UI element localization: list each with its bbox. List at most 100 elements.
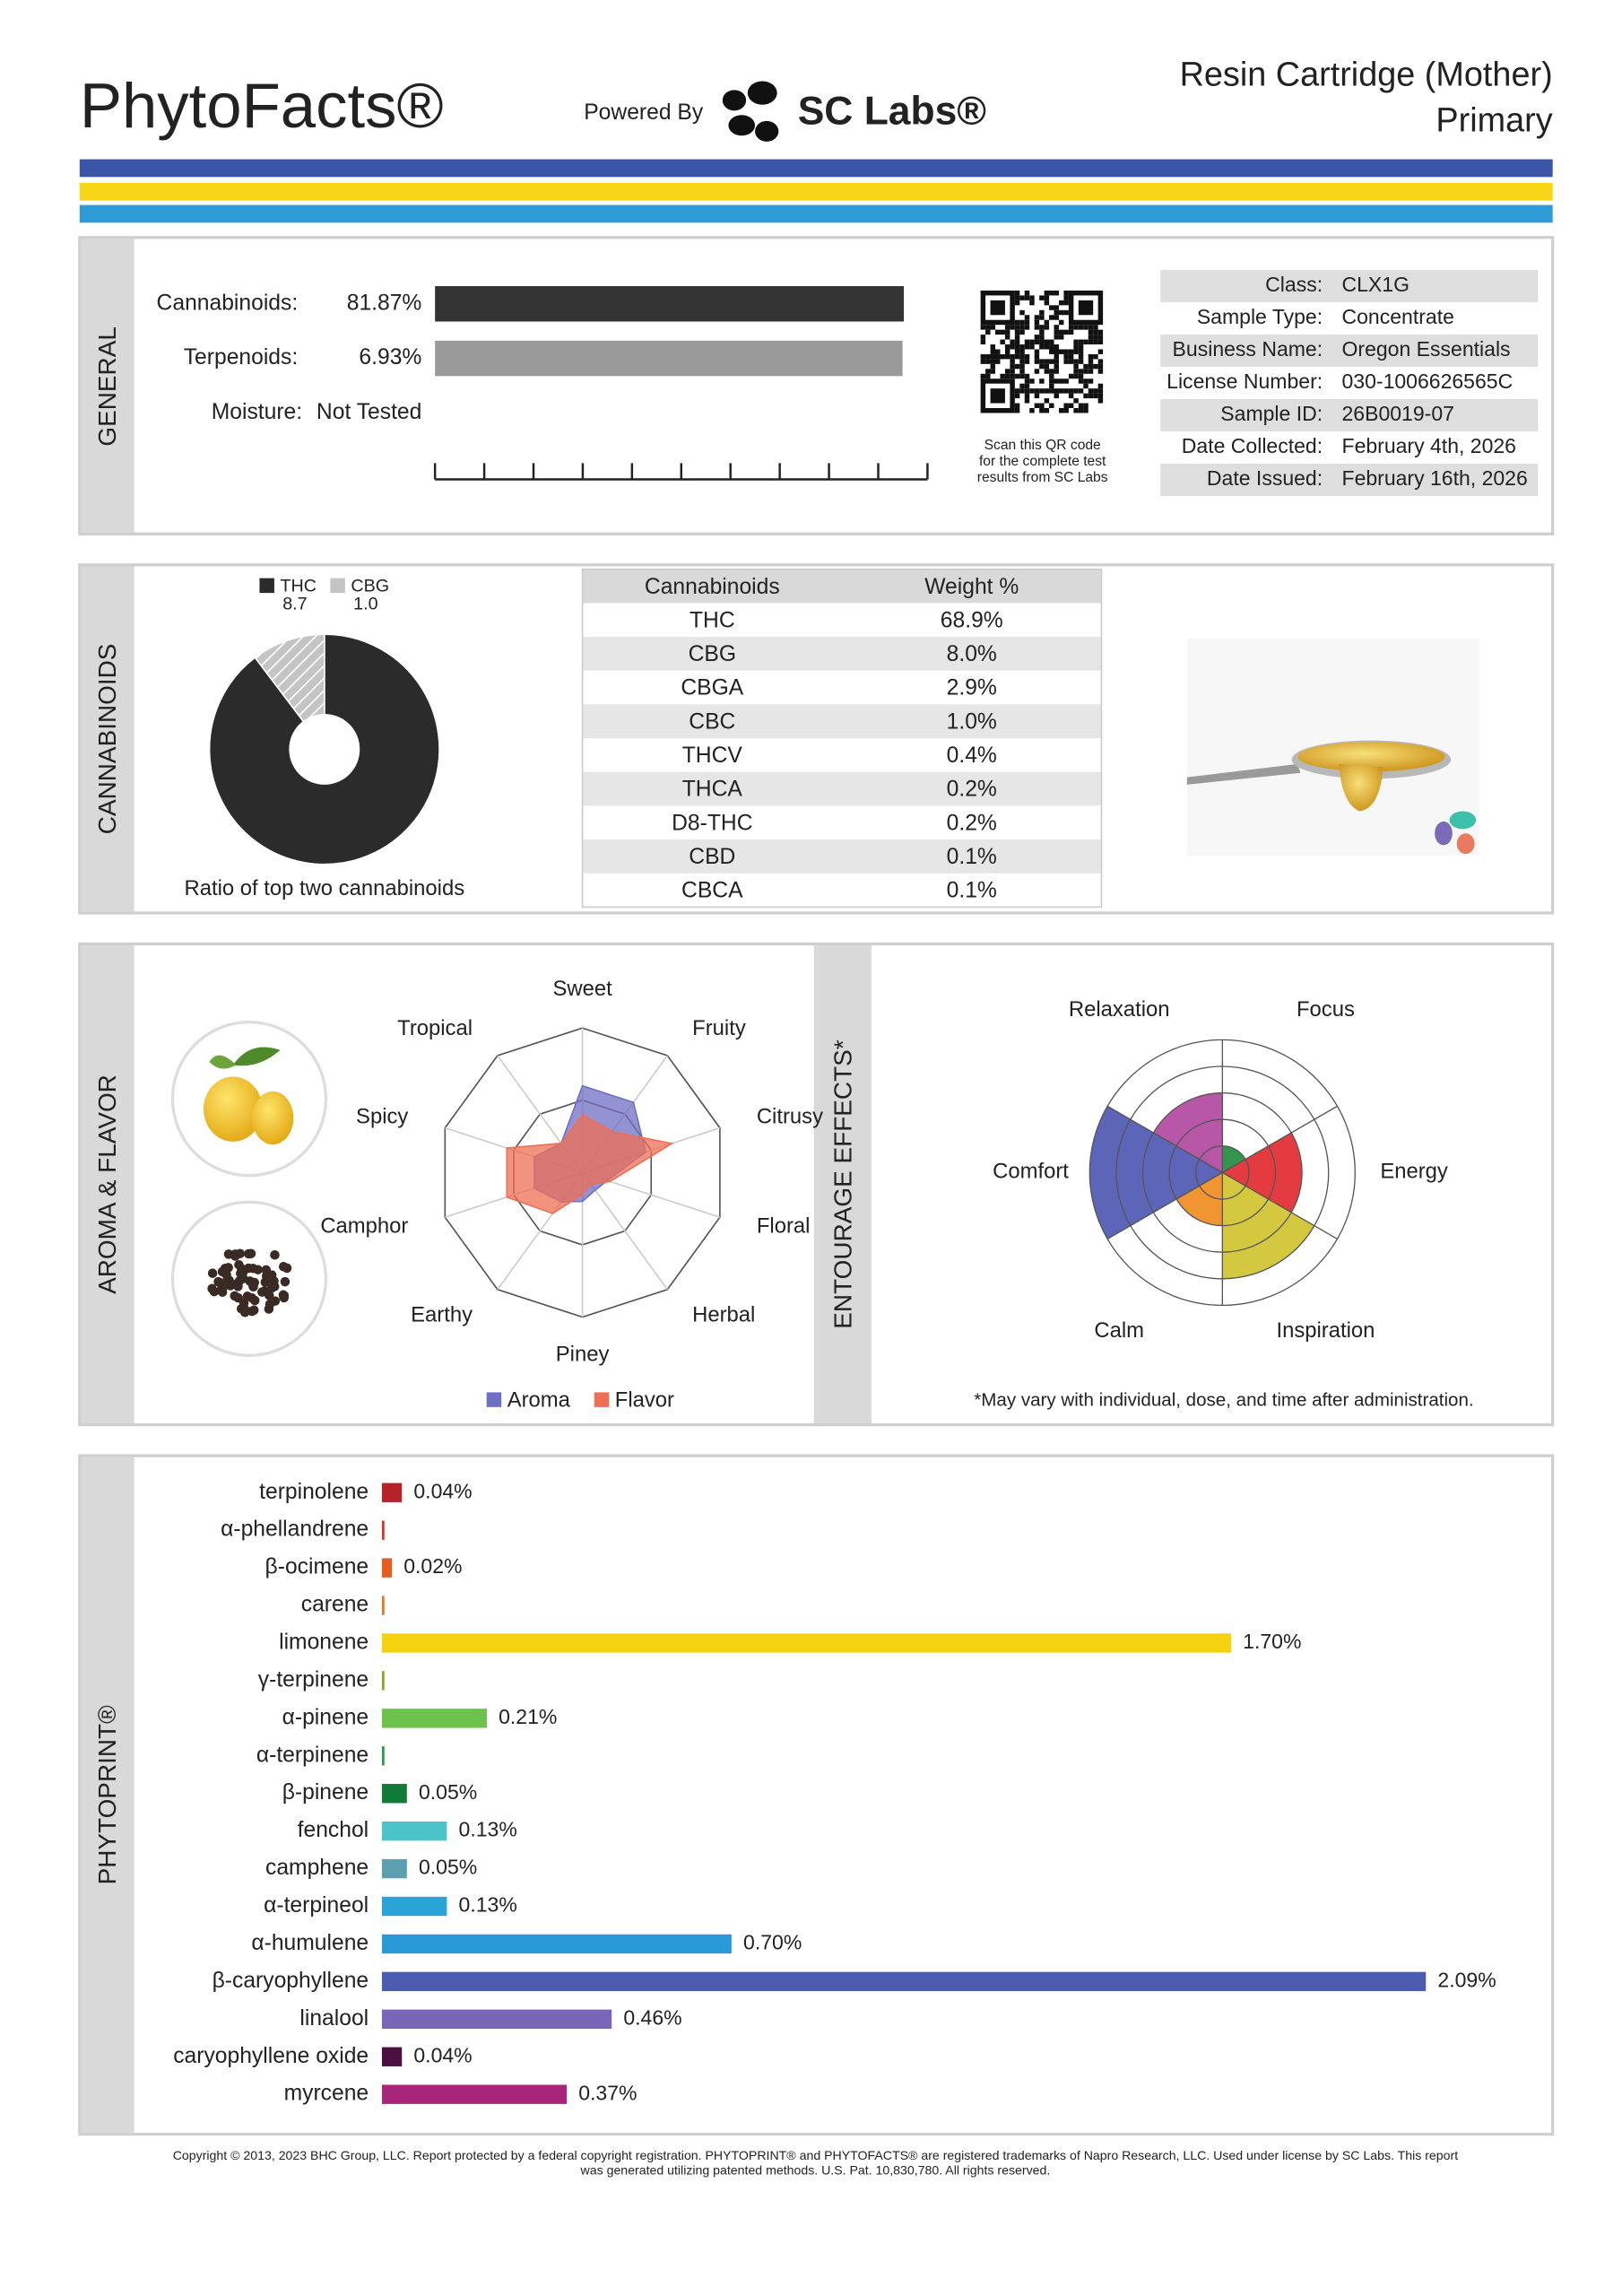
qr-module [1014, 335, 1020, 340]
legend-value: 1.0 [353, 594, 377, 613]
qr-module [1058, 319, 1064, 326]
info-key: Business Name: [1173, 337, 1323, 361]
polar-spoke [1221, 1171, 1338, 1239]
section-label: AROMA & FLAVOR [93, 1074, 121, 1294]
table-row-bg [582, 771, 1102, 806]
qr-module [985, 373, 991, 379]
terpene-name: γ-terpinene [258, 1667, 369, 1692]
product: Resin Cartridge (Mother) [1180, 56, 1553, 93]
legend-swatch [259, 578, 274, 594]
radar-axis-label: Camphor [320, 1214, 408, 1239]
qr-module [1044, 325, 1050, 330]
qr-module [1024, 290, 1030, 296]
qr-module [1019, 349, 1025, 354]
qr-module [1093, 388, 1098, 394]
qr-module [1054, 378, 1059, 384]
qr-module [1078, 349, 1084, 354]
terpene-bar [381, 1934, 732, 1954]
qr-finder [990, 388, 1005, 404]
qr-module [1034, 388, 1040, 394]
section-label: PHYTOPRINT® [93, 1705, 121, 1885]
polar-label: Comfort [993, 1160, 1069, 1184]
polar-label: Calm [1094, 1318, 1144, 1343]
info-row-bg [1160, 269, 1539, 302]
qr-module [1014, 344, 1020, 350]
qr-module [1010, 325, 1015, 330]
legend-swatch [486, 1392, 502, 1407]
terpene-name: β-pinene [282, 1780, 369, 1805]
qr-module [985, 325, 991, 330]
qr-finder [980, 378, 1015, 413]
qr-module [1088, 335, 1094, 340]
peppercorn [270, 1296, 281, 1306]
terpene-name: terpinolene [259, 1480, 369, 1504]
metric-name: Cannabinoids: [157, 291, 299, 315]
qr-module [985, 329, 991, 335]
qr-caption: for the complete test [979, 454, 1106, 469]
qr-module [1049, 403, 1054, 409]
terpene-value: 0.70% [743, 1931, 802, 1954]
qr-module [1063, 403, 1069, 409]
qr-module [1004, 329, 1010, 335]
qr-module [1073, 339, 1079, 345]
terpene-bar [381, 1971, 1427, 1992]
info-key: License Number: [1167, 370, 1323, 393]
terpene-name: α-terpinene [256, 1743, 369, 1767]
qr-module [1054, 329, 1059, 335]
qr-module [1044, 369, 1050, 374]
qr-module [1024, 383, 1030, 389]
qr-module [1068, 403, 1074, 409]
polar-label: Relaxation [1069, 997, 1170, 1022]
qr-module [1019, 363, 1025, 370]
info-value: Concentrate [1342, 305, 1454, 328]
qr-caption: Scan this QR code [984, 438, 1101, 453]
qr-module [1054, 309, 1059, 316]
qr-module [1073, 408, 1079, 413]
terpene-bar [381, 2009, 612, 2030]
terpene-bar [381, 1483, 403, 1502]
terpene-name: α-terpineol [264, 1893, 369, 1918]
qr-module [1019, 329, 1025, 335]
peppercorn [280, 1276, 291, 1287]
peppercorn [239, 1307, 250, 1318]
qr-module [1088, 325, 1094, 330]
qr-module [1039, 335, 1045, 340]
table-cell: 0.1% [947, 845, 997, 869]
qr-module [1019, 319, 1025, 326]
metric-name: Moisture: [212, 400, 302, 424]
qr-module [1034, 339, 1040, 345]
section-label: CANNABINOIDS [93, 644, 121, 835]
qr-module [1049, 369, 1054, 374]
qr-code [980, 290, 1104, 413]
section-tabs [81, 239, 872, 2133]
polar-label: Energy [1380, 1160, 1448, 1184]
qr-module [1044, 290, 1050, 296]
table-cell: 0.1% [947, 879, 997, 903]
qr-module [1004, 373, 1010, 379]
peppercorn [261, 1265, 272, 1275]
terpene-value: 0.04% [413, 2043, 472, 2066]
terpene-value: 0.04% [413, 1479, 472, 1502]
qr-module [1024, 325, 1030, 330]
qr-module [1097, 359, 1104, 364]
info-value: 26B0019-07 [1342, 402, 1454, 425]
qr-module [1054, 335, 1059, 340]
qr-module [1054, 369, 1059, 374]
qr-module [1078, 403, 1084, 409]
qr-module [1019, 369, 1025, 374]
qr-module [1049, 305, 1054, 310]
info-value: CLX1G [1342, 273, 1409, 296]
qr-module [1044, 363, 1050, 370]
qr-module [980, 339, 986, 345]
qr-module [1019, 353, 1025, 360]
qr-module [1000, 339, 1005, 345]
qr-module [1097, 388, 1104, 394]
qr-module [1093, 339, 1098, 345]
table-row-bg [582, 637, 1102, 671]
qr-module [1063, 378, 1069, 384]
peppercorn [234, 1259, 244, 1270]
terpene-bar [381, 1784, 407, 1804]
qr-module [1010, 373, 1015, 379]
qr-module [1073, 363, 1079, 370]
qr-module [1014, 295, 1020, 300]
